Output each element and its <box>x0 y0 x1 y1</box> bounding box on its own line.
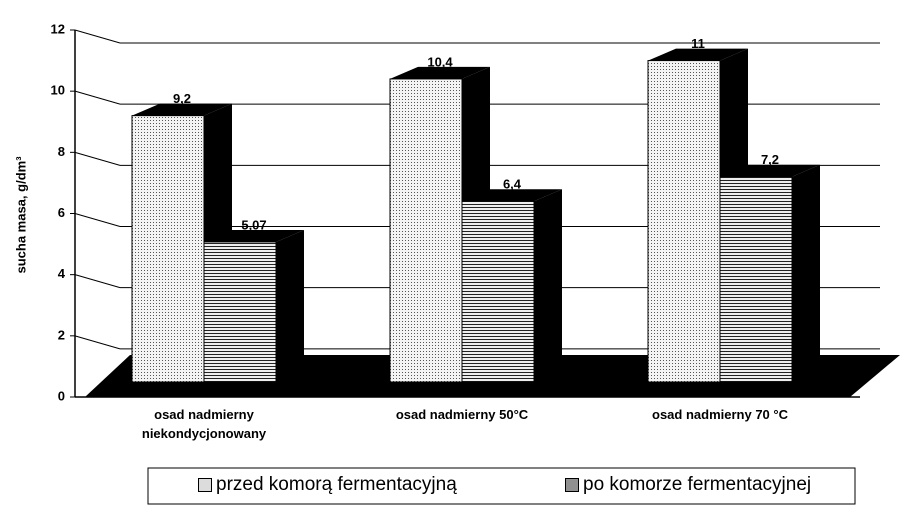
y-tick-label: 8 <box>58 144 65 159</box>
bar-side <box>534 189 562 382</box>
value-label: 11 <box>691 36 705 51</box>
bar <box>389 78 463 383</box>
grid-line <box>74 213 121 227</box>
bar-side <box>276 229 304 382</box>
legend-box <box>147 467 856 505</box>
value-label: 7,2 <box>761 152 779 167</box>
y-tick-label: 4 <box>58 266 66 281</box>
bar-top <box>132 103 232 116</box>
y-tick-label: 0 <box>58 388 65 403</box>
grid-line <box>74 335 121 350</box>
y-tick-label: 6 <box>58 205 65 220</box>
legend-swatch <box>198 477 212 492</box>
x-tick-label: osad nadmierny niekondycjonowany <box>141 407 267 441</box>
bar <box>647 60 721 383</box>
legend-item: przed komorą fermentacyjną <box>198 474 457 496</box>
value-label: 6,4 <box>503 177 522 192</box>
bar <box>131 115 205 383</box>
y-tick-label: 2 <box>58 327 65 342</box>
value-label: 9,2 <box>173 91 191 106</box>
bar-top <box>648 48 748 61</box>
bar-top <box>720 164 820 177</box>
legend-swatch <box>565 477 579 492</box>
grid-line <box>74 90 121 105</box>
y-tick-label: 10 <box>51 83 65 98</box>
grid-line <box>74 151 121 166</box>
bar-side <box>792 164 820 382</box>
value-label: 10,4 <box>427 54 453 69</box>
x-tick-label: osad nadmierny 50°C <box>395 407 529 422</box>
value-label: 5,07 <box>241 217 266 232</box>
bar <box>203 241 277 383</box>
grid-line <box>74 274 121 289</box>
bar <box>719 176 793 383</box>
legend-item: po komorze fermentacyjnej <box>565 474 811 496</box>
bar <box>461 200 535 383</box>
y-axis-label: sucha masa, g/dm³ <box>13 156 28 274</box>
legend-label: po komorze fermentacyjnej <box>583 474 812 495</box>
y-tick-label: 12 <box>51 21 65 36</box>
legend-label: przed komorą fermentacyjną <box>216 474 457 495</box>
bar-top <box>462 189 562 202</box>
bar-top <box>390 66 490 79</box>
bar-top <box>204 229 304 242</box>
grid-line <box>74 29 121 44</box>
x-tick-label: osad nadmierny 70 °C <box>652 407 788 422</box>
